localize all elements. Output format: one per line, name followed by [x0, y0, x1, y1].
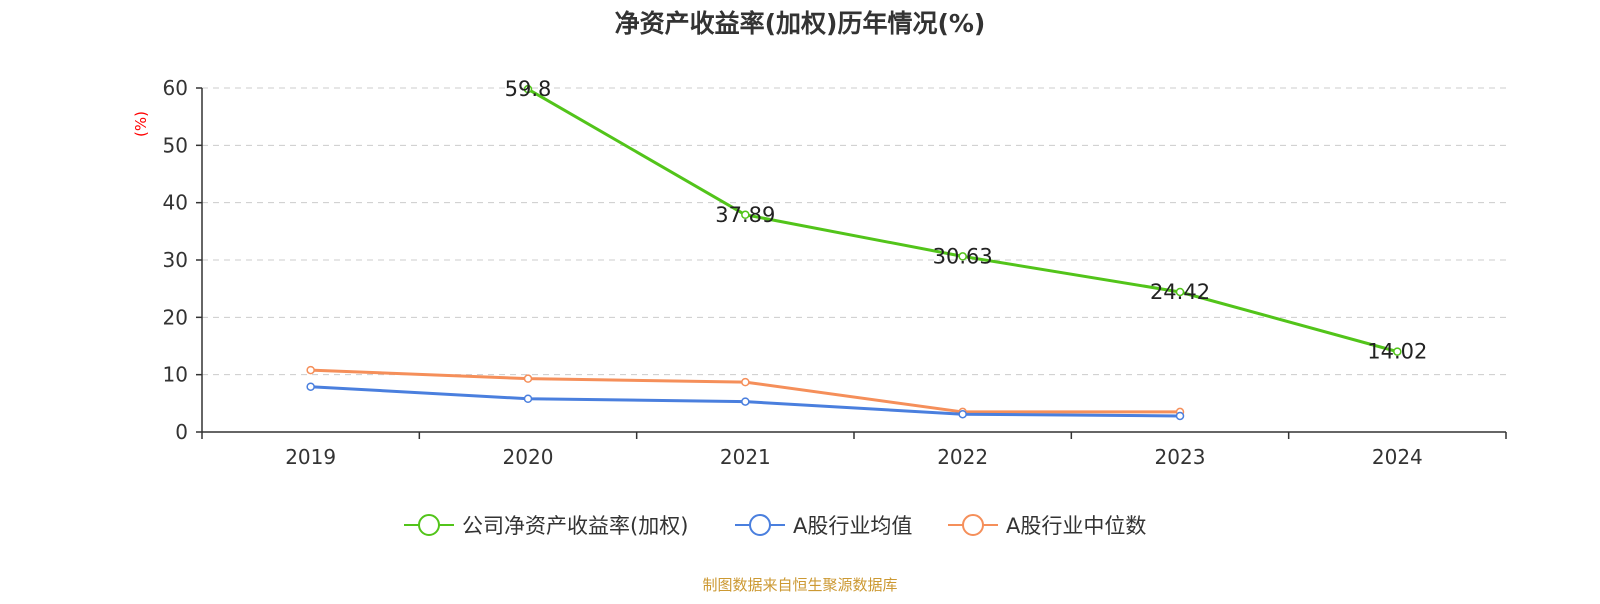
data-label: 37.89: [715, 203, 775, 227]
legend-label: 公司净资产收益率(加权): [462, 514, 688, 538]
y-tick-label: 0: [175, 420, 188, 444]
legend-marker: [962, 514, 984, 536]
y-axis-label: (%): [132, 111, 150, 137]
x-tick-label: 2020: [503, 445, 554, 469]
legend-marker: [749, 514, 771, 536]
data-point: [958, 409, 967, 419]
y-tick-label: 50: [163, 133, 188, 157]
data-point: [1175, 411, 1185, 421]
axes: 0 10 20 30 40 50 60 2019 2020 2021 2022 2023 2024: [163, 76, 1507, 469]
y-tick-label: 10: [163, 363, 188, 387]
data-point: [741, 210, 750, 220]
data-label: 59.8: [505, 77, 552, 101]
data-point: [306, 382, 315, 391]
legend-label: A股行业均值: [793, 514, 912, 538]
chart-title: 净资产收益率(加权)历年情况(%): [615, 9, 986, 38]
x-tick-label: 2022: [937, 445, 988, 469]
data-labels: 59.8 37.89 30.63 24.42 14.02: [505, 77, 1428, 363]
x-tick-label: 2023: [1155, 445, 1206, 469]
data-point: [306, 365, 315, 375]
data-point: [958, 252, 967, 261]
data-point: [523, 84, 533, 94]
x-tick-label: 2019: [285, 445, 336, 469]
series-group: [306, 84, 1402, 421]
data-point: [523, 374, 533, 383]
grid-lines: [202, 87, 1506, 376]
source-note: 制图数据来自恒生聚源数据库: [702, 576, 897, 594]
legend[interactable]: 公司净资产收益率(加权) A股行业均值 A股行业中位数: [404, 514, 1146, 538]
x-tick-label: 2024: [1372, 445, 1423, 469]
data-point: [1175, 287, 1185, 297]
y-tick-label: 20: [163, 305, 188, 329]
data-label: 24.42: [1150, 280, 1210, 304]
series-line: [527, 87, 1398, 354]
data-point: [523, 394, 533, 403]
data-point: [1393, 347, 1402, 356]
y-tick-label: 30: [163, 248, 188, 272]
x-tick-label: 2021: [720, 445, 771, 469]
y-tick-label: 40: [163, 191, 188, 215]
y-tick-label: 60: [163, 76, 188, 100]
data-point: [741, 377, 750, 387]
legend-label: A股行业中位数: [1006, 514, 1146, 538]
data-label: 30.63: [933, 244, 993, 268]
data-point: [741, 397, 750, 406]
data-label: 14.02: [1367, 340, 1427, 364]
legend-marker: [418, 514, 440, 536]
